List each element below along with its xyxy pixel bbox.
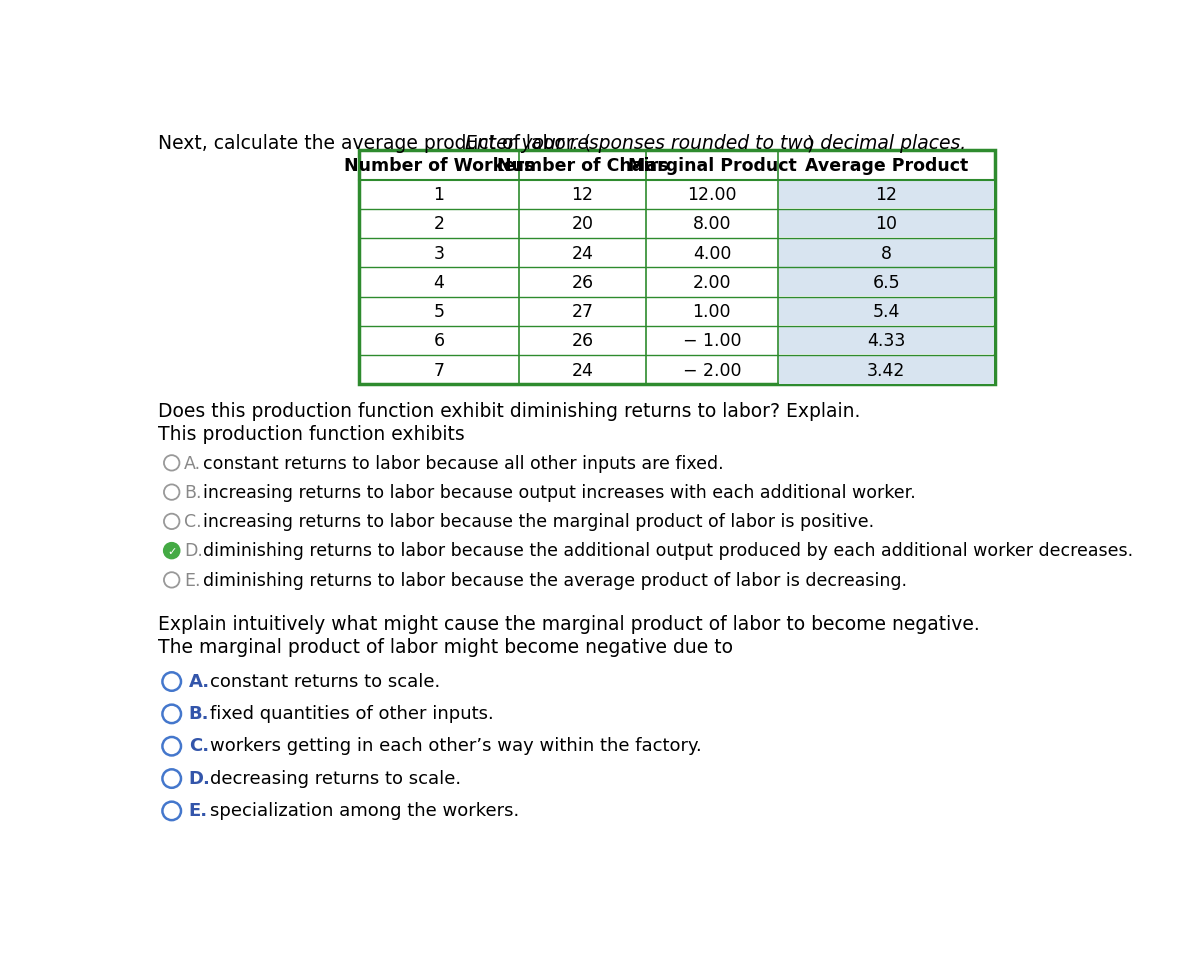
Text: 27: 27 <box>571 303 594 320</box>
Text: decreasing returns to scale.: decreasing returns to scale. <box>210 769 462 786</box>
Text: 8: 8 <box>881 244 892 263</box>
Bar <box>359 151 995 385</box>
Text: Marginal Product: Marginal Product <box>628 156 797 175</box>
Bar <box>779 298 994 325</box>
Text: D.: D. <box>188 769 211 786</box>
Text: Does this production function exhibit diminishing returns to labor? Explain.: Does this production function exhibit di… <box>157 402 860 421</box>
Text: 8.00: 8.00 <box>692 215 731 234</box>
Text: 4.00: 4.00 <box>692 244 731 263</box>
Text: 4: 4 <box>433 274 444 291</box>
Text: 2: 2 <box>433 215 444 234</box>
Text: increasing returns to labor because output increases with each additional worker: increasing returns to labor because outp… <box>203 484 916 501</box>
Text: 1: 1 <box>433 186 444 204</box>
Text: ): ) <box>806 134 814 153</box>
Text: increasing returns to labor because the marginal product of labor is positive.: increasing returns to labor because the … <box>203 513 874 531</box>
Text: 5: 5 <box>433 303 444 320</box>
Text: diminishing returns to labor because the additional output produced by each addi: diminishing returns to labor because the… <box>203 542 1133 560</box>
Bar <box>779 357 994 384</box>
Text: 24: 24 <box>571 244 593 263</box>
Bar <box>779 239 994 268</box>
Text: 24: 24 <box>571 361 593 379</box>
Text: − 2.00: − 2.00 <box>683 361 742 379</box>
Text: diminishing returns to labor because the average product of labor is decreasing.: diminishing returns to labor because the… <box>203 572 907 589</box>
Text: 12.00: 12.00 <box>688 186 737 204</box>
Text: 3.42: 3.42 <box>868 361 906 379</box>
Text: A.: A. <box>184 454 202 472</box>
Text: constant returns to scale.: constant returns to scale. <box>210 672 440 690</box>
Text: Next, calculate the average product of labor. (: Next, calculate the average product of l… <box>157 134 590 153</box>
Text: constant returns to labor because all other inputs are fixed.: constant returns to labor because all ot… <box>203 454 724 472</box>
Text: ✓: ✓ <box>167 546 176 556</box>
Text: A.: A. <box>188 672 210 690</box>
Text: Explain intuitively what might cause the marginal product of labor to become neg: Explain intuitively what might cause the… <box>157 615 979 633</box>
Text: 1.00: 1.00 <box>692 303 731 320</box>
Bar <box>779 327 994 355</box>
Text: 26: 26 <box>571 332 594 350</box>
Text: workers getting in each other’s way within the factory.: workers getting in each other’s way with… <box>210 737 702 754</box>
Text: 3: 3 <box>433 244 444 263</box>
Text: 26: 26 <box>571 274 594 291</box>
Text: 4.33: 4.33 <box>868 332 906 350</box>
Bar <box>779 181 994 209</box>
Text: Average Product: Average Product <box>805 156 968 175</box>
Text: 2.00: 2.00 <box>692 274 731 291</box>
Bar <box>779 210 994 238</box>
Text: Number of Chairs: Number of Chairs <box>497 156 668 175</box>
Text: 5.4: 5.4 <box>872 303 900 320</box>
Text: 6.5: 6.5 <box>872 274 900 291</box>
Text: E.: E. <box>184 572 200 589</box>
Text: 12: 12 <box>875 186 898 204</box>
Text: C.: C. <box>188 737 209 754</box>
Bar <box>779 269 994 296</box>
Text: 12: 12 <box>571 186 594 204</box>
Text: Enter your responses rounded to two decimal places.: Enter your responses rounded to two deci… <box>466 134 967 153</box>
Circle shape <box>164 543 180 559</box>
Text: B.: B. <box>188 704 209 722</box>
Text: − 1.00: − 1.00 <box>683 332 742 350</box>
Text: 6: 6 <box>433 332 445 350</box>
Text: 10: 10 <box>875 215 898 234</box>
Text: B.: B. <box>184 484 202 501</box>
Text: specialization among the workers.: specialization among the workers. <box>210 801 520 819</box>
Text: 20: 20 <box>571 215 594 234</box>
Text: The marginal product of labor might become negative due to: The marginal product of labor might beco… <box>157 637 733 657</box>
Text: This production function exhibits: This production function exhibits <box>157 425 464 444</box>
Text: 7: 7 <box>433 361 444 379</box>
Text: Number of Workers: Number of Workers <box>344 156 534 175</box>
Text: fixed quantities of other inputs.: fixed quantities of other inputs. <box>210 704 494 722</box>
Text: D.: D. <box>184 542 203 560</box>
Text: E.: E. <box>188 801 208 819</box>
Text: C.: C. <box>184 513 202 531</box>
